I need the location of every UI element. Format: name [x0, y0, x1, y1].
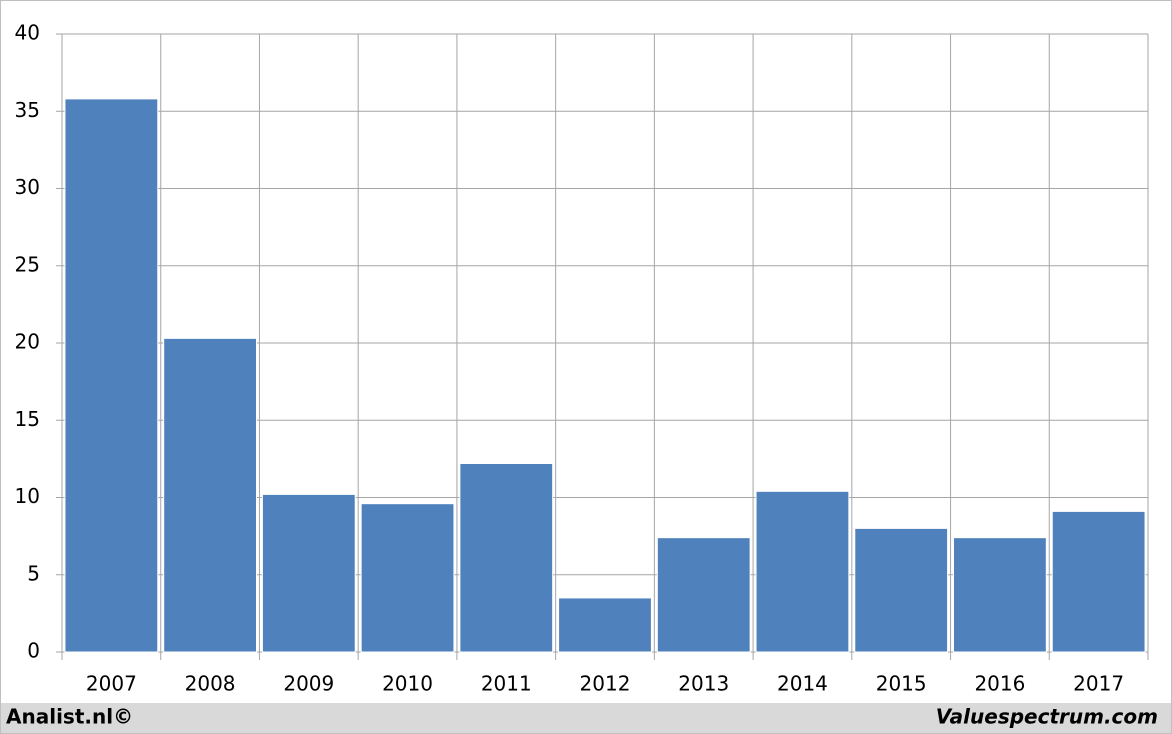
bar [360, 503, 455, 653]
y-tick-label: 5 [27, 561, 40, 585]
y-tick-label: 35 [15, 98, 40, 122]
x-tick-label: 2013 [678, 672, 729, 696]
bar [854, 527, 949, 653]
bar [64, 98, 159, 653]
bar [656, 537, 751, 653]
bar [459, 463, 554, 653]
y-tick-label: 30 [15, 175, 40, 199]
x-tick-label: 2017 [1073, 672, 1124, 696]
x-tick-label: 2010 [382, 672, 433, 696]
x-tick-label: 2007 [86, 672, 137, 696]
bar [953, 537, 1047, 653]
x-tick-label: 2016 [974, 672, 1025, 696]
footer-right: Valuespectrum.com [936, 705, 1158, 729]
bar [558, 597, 652, 653]
footer-left: Analist.nl© [6, 705, 133, 729]
y-tick-label: 25 [15, 252, 40, 276]
y-tick-label: 10 [15, 484, 40, 508]
x-tick-label: 2014 [777, 672, 828, 696]
y-tick-label: 0 [27, 639, 40, 663]
x-tick-label: 2009 [283, 672, 334, 696]
y-tick-label: 40 [15, 21, 40, 45]
x-tick-label: 2011 [481, 672, 532, 696]
bar [755, 490, 850, 653]
y-tick-label: 20 [15, 330, 40, 354]
bar [261, 493, 356, 653]
y-tick-label: 15 [15, 407, 40, 431]
x-tick-label: 2008 [185, 672, 236, 696]
x-tick-label: 2015 [876, 672, 927, 696]
x-tick-label: 2012 [580, 672, 631, 696]
bar [1051, 510, 1146, 653]
bar [163, 337, 257, 653]
footer-band [1, 703, 1171, 733]
